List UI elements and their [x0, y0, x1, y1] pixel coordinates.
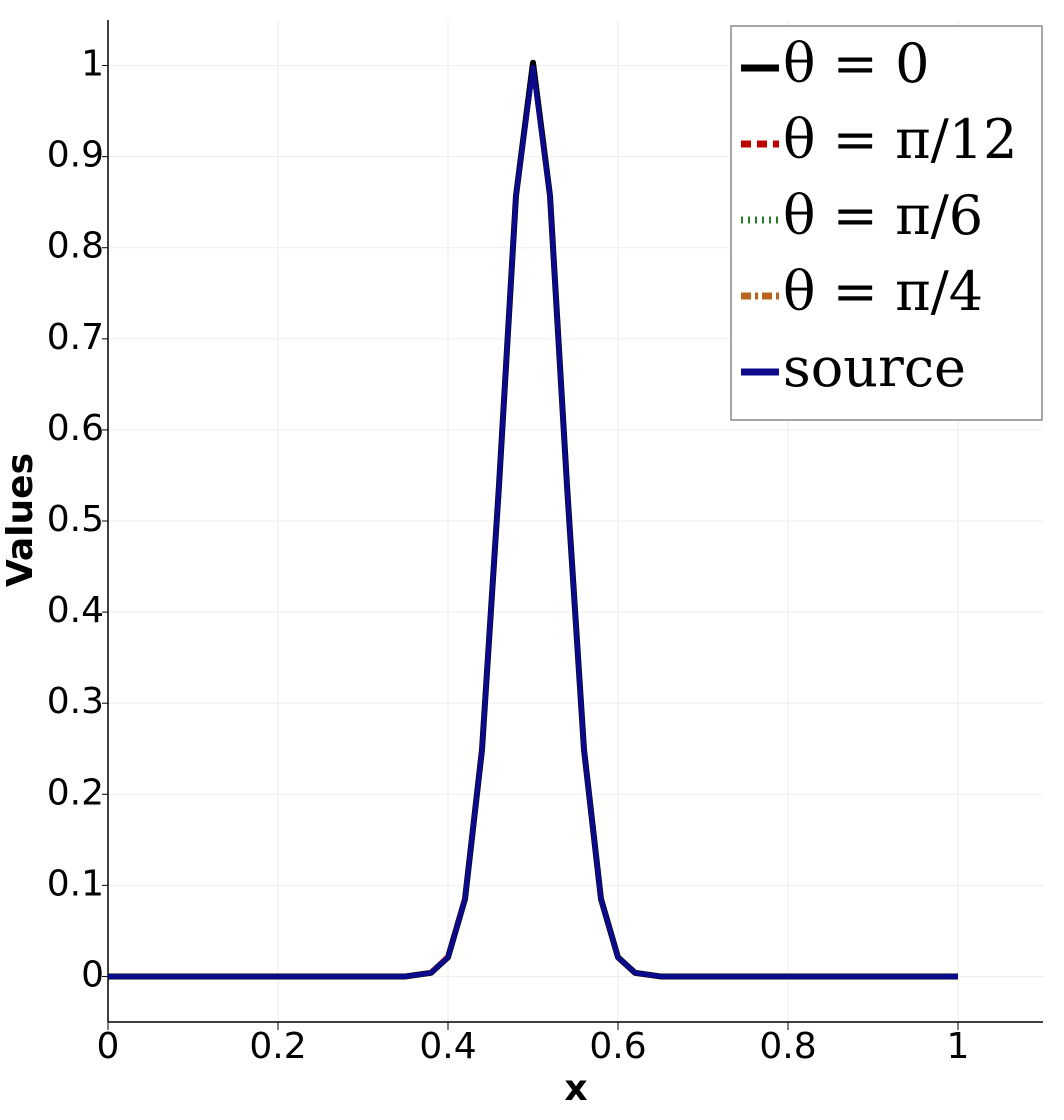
y-tick-label: 0.7: [47, 317, 104, 358]
legend-label: source: [783, 336, 966, 399]
y-tick-label: 0.2: [47, 772, 104, 813]
x-tick-label: 0.4: [419, 1026, 476, 1067]
legend-label: θ = 0: [783, 32, 929, 95]
y-tick-label: 0.3: [47, 681, 104, 722]
y-tick-label: 0.5: [47, 499, 104, 540]
x-axis-label: x: [564, 1068, 587, 1109]
y-tick-label: 1: [81, 44, 104, 85]
legend-label: θ = π/6: [783, 184, 983, 247]
y-tick-label: 0.8: [47, 226, 104, 267]
x-tick-label: 0.2: [249, 1026, 306, 1067]
x-tick-label: 0.8: [759, 1026, 816, 1067]
legend-label: θ = π/4: [783, 260, 983, 323]
x-tick-label: 0.6: [589, 1026, 646, 1067]
y-tick-label: 0.9: [47, 135, 104, 176]
y-tick-label: 0.1: [47, 863, 104, 904]
legend: θ = 0 θ = π/12 θ = π/6 θ = π/4 source: [730, 25, 1043, 421]
legend-box: [730, 25, 1043, 421]
legend-label: θ = π/12: [783, 108, 1017, 171]
y-tick-label: 0.4: [47, 590, 104, 631]
x-tick-label: 0: [97, 1026, 120, 1067]
x-tick-label: 1: [947, 1026, 970, 1067]
y-tick-label: 0: [81, 954, 104, 995]
series-line: [108, 64, 958, 979]
y-axis-label: Values: [0, 453, 41, 587]
y-tick-label: 0.6: [47, 408, 104, 449]
